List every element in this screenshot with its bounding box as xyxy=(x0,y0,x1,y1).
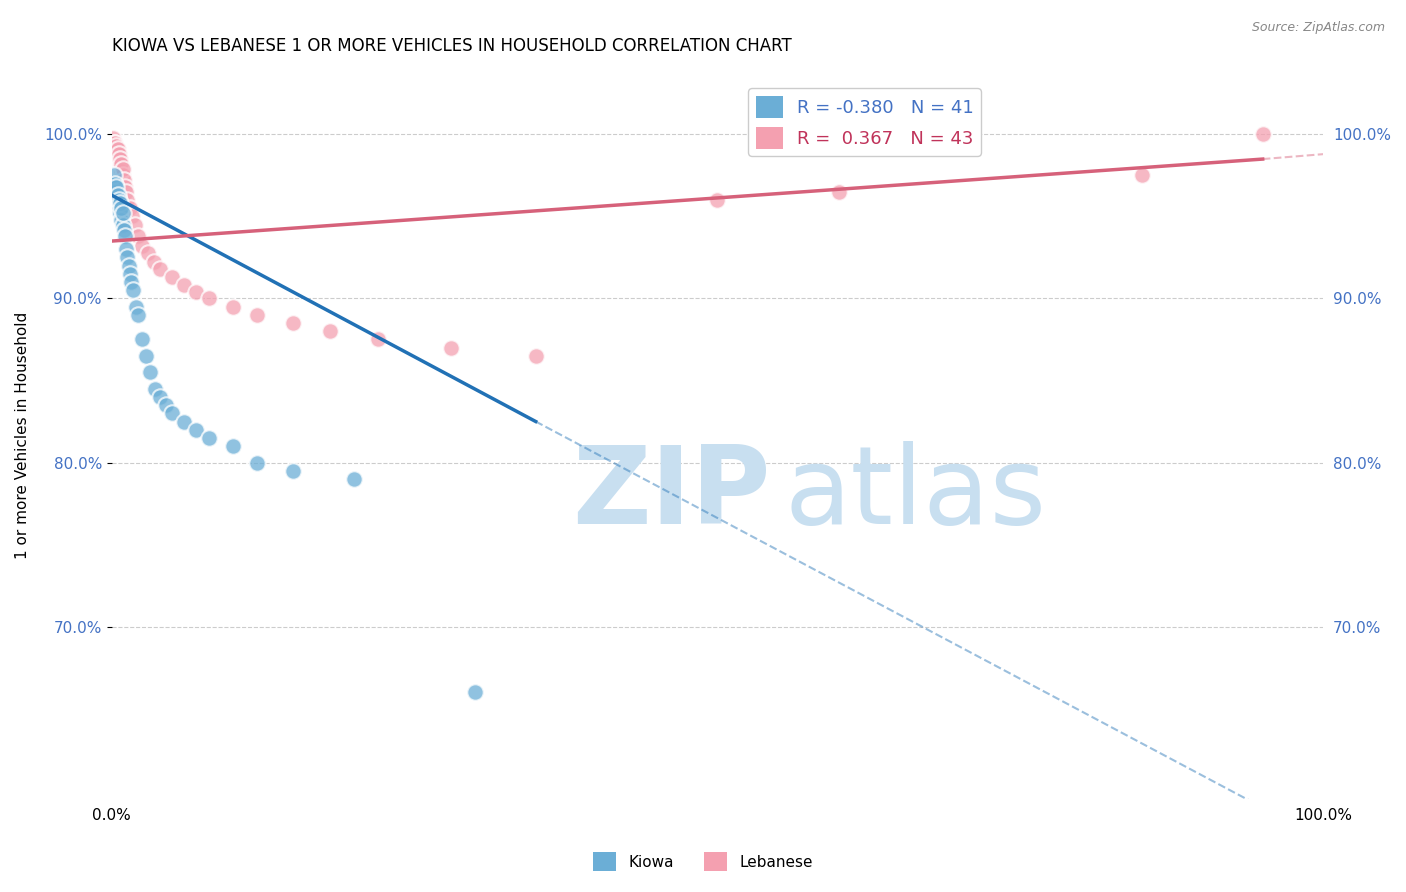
Point xyxy=(173,278,195,293)
Point xyxy=(103,169,125,183)
Point xyxy=(118,201,141,215)
Point xyxy=(107,147,129,161)
Point xyxy=(440,341,463,355)
Point xyxy=(131,333,153,347)
Point xyxy=(111,206,134,220)
Point xyxy=(104,136,127,150)
Point xyxy=(246,456,269,470)
Point xyxy=(108,152,131,166)
Point xyxy=(112,173,135,187)
Point xyxy=(117,251,139,265)
Point xyxy=(105,144,128,158)
Text: ZIP: ZIP xyxy=(572,441,770,547)
Point xyxy=(121,210,143,224)
Point xyxy=(114,229,136,244)
Point xyxy=(136,245,159,260)
Point xyxy=(108,193,131,207)
Point xyxy=(222,300,245,314)
Point xyxy=(155,398,177,412)
Point xyxy=(135,349,157,363)
Point xyxy=(173,415,195,429)
Point xyxy=(827,185,849,199)
Point xyxy=(117,193,139,207)
Point xyxy=(127,308,149,322)
Point xyxy=(186,285,208,299)
Point xyxy=(319,324,342,338)
Point xyxy=(160,270,183,285)
Point xyxy=(139,365,162,379)
Point xyxy=(197,431,219,445)
Point xyxy=(105,180,128,194)
Point xyxy=(115,185,138,199)
Point xyxy=(111,161,134,176)
Point xyxy=(524,349,547,363)
Point xyxy=(114,180,136,194)
Point xyxy=(108,147,131,161)
Point xyxy=(1130,169,1153,183)
Point xyxy=(149,390,172,404)
Point xyxy=(117,259,139,273)
Point xyxy=(127,229,149,244)
Legend: R = -0.380   N = 41, R =  0.367   N = 43: R = -0.380 N = 41, R = 0.367 N = 43 xyxy=(748,88,981,156)
Point xyxy=(107,188,129,202)
Point xyxy=(110,163,132,178)
Point xyxy=(125,300,148,314)
Point xyxy=(108,157,131,171)
Point xyxy=(105,139,128,153)
Point xyxy=(222,439,245,453)
Legend: Kiowa, Lebanese: Kiowa, Lebanese xyxy=(586,847,820,877)
Point xyxy=(108,152,131,166)
Y-axis label: 1 or more Vehicles in Household: 1 or more Vehicles in Household xyxy=(15,312,30,559)
Point xyxy=(104,140,127,154)
Point xyxy=(105,193,128,207)
Text: atlas: atlas xyxy=(785,441,1046,547)
Point xyxy=(343,472,366,486)
Point xyxy=(108,201,131,215)
Point xyxy=(186,423,208,437)
Point xyxy=(197,292,219,306)
Text: KIOWA VS LEBANESE 1 OR MORE VEHICLES IN HOUSEHOLD CORRELATION CHART: KIOWA VS LEBANESE 1 OR MORE VEHICLES IN … xyxy=(111,37,792,55)
Point xyxy=(110,157,132,171)
Point xyxy=(160,406,183,420)
Point xyxy=(120,275,142,289)
Point xyxy=(122,283,145,297)
Point xyxy=(149,262,172,277)
Point xyxy=(367,333,389,347)
Point xyxy=(101,130,124,145)
Point xyxy=(111,169,134,183)
Point xyxy=(107,196,129,211)
Point xyxy=(131,239,153,253)
Text: Source: ZipAtlas.com: Source: ZipAtlas.com xyxy=(1251,21,1385,34)
Point xyxy=(104,185,127,199)
Point xyxy=(101,177,124,191)
Point xyxy=(706,193,728,207)
Point xyxy=(104,177,127,191)
Point xyxy=(143,255,166,269)
Point xyxy=(108,196,131,211)
Point xyxy=(124,218,146,232)
Point xyxy=(103,136,125,150)
Point xyxy=(115,242,138,256)
Point xyxy=(246,308,269,322)
Point xyxy=(283,464,305,478)
Point xyxy=(107,142,129,156)
Point xyxy=(110,201,132,215)
Point xyxy=(283,316,305,330)
Point xyxy=(143,382,166,396)
Point xyxy=(118,267,141,281)
Point xyxy=(111,218,134,232)
Point xyxy=(1251,128,1274,142)
Point xyxy=(110,212,132,227)
Point xyxy=(464,685,486,699)
Point xyxy=(112,222,135,236)
Point xyxy=(108,206,131,220)
